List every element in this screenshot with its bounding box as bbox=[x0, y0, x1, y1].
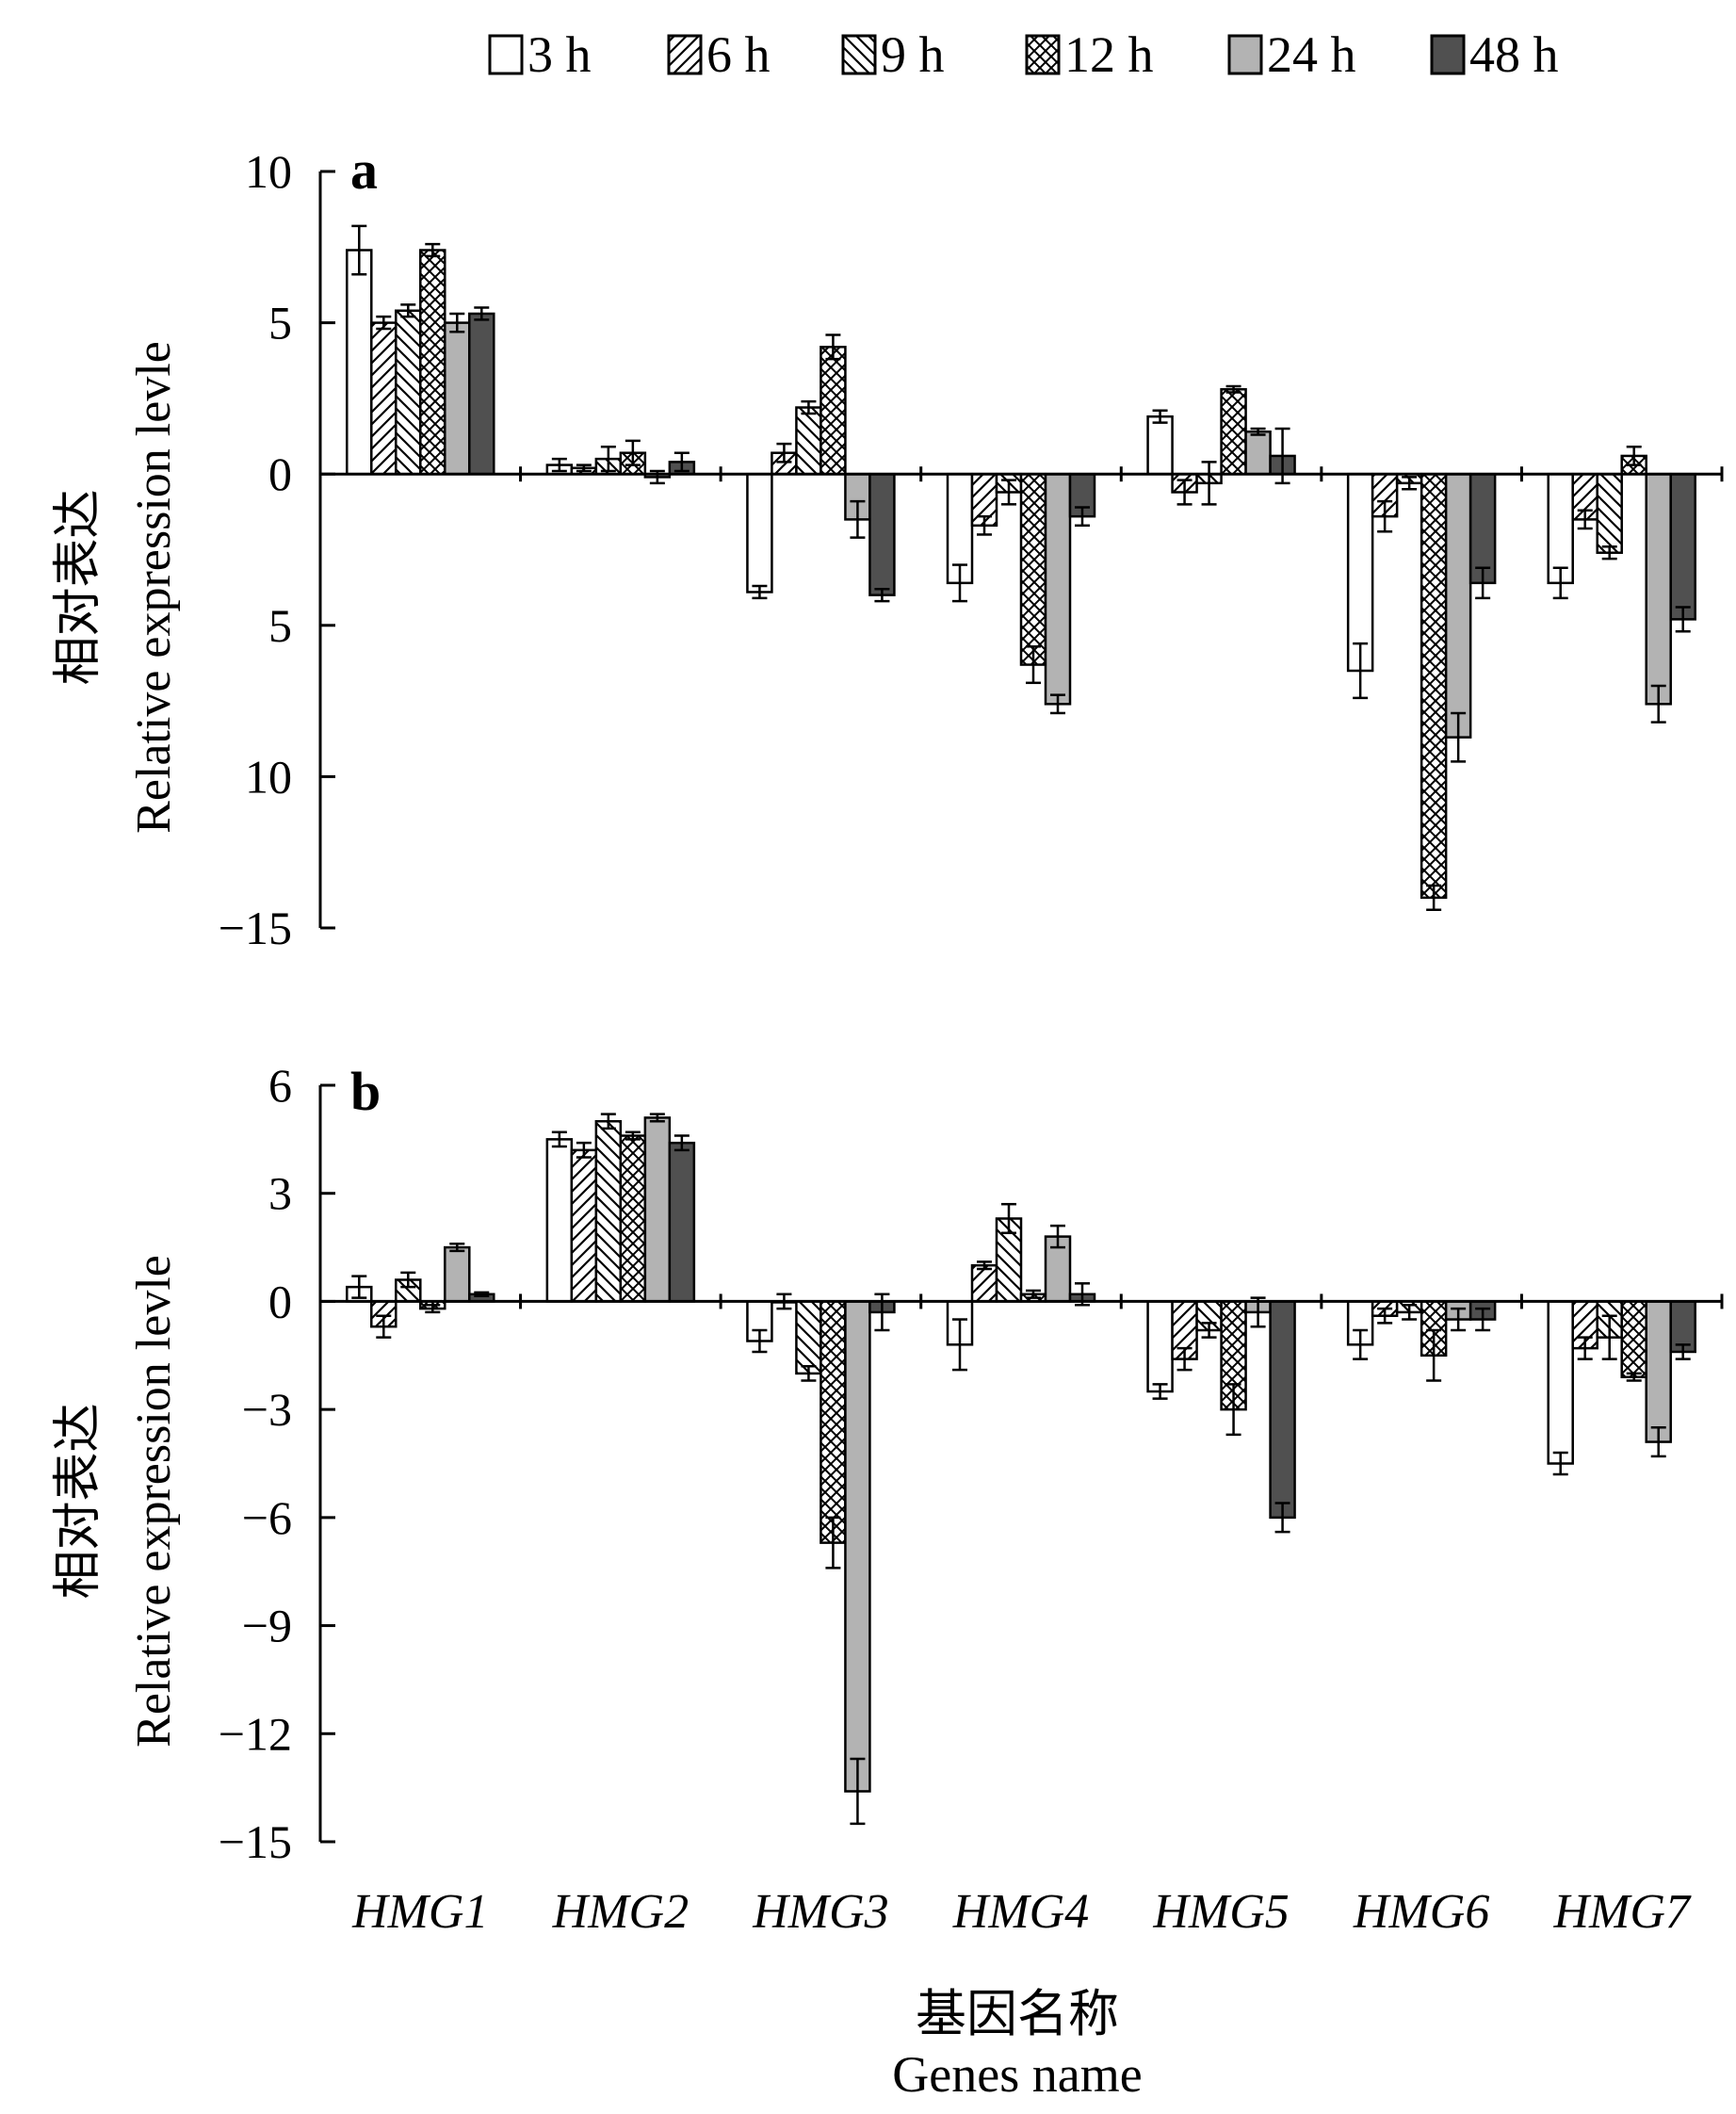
legend-swatch-4 bbox=[1227, 34, 1263, 75]
x-tick-label: HMG6 bbox=[1353, 1885, 1489, 1939]
bar-HMG4-24h bbox=[1044, 472, 1072, 706]
y-tick-label: 5 bbox=[268, 599, 292, 652]
legend: 3 h 6 h 9 h 12 h 24 h 48 h bbox=[488, 26, 1559, 83]
y-axis-label-en: Relative expression levle bbox=[127, 341, 181, 834]
bar-HMG7-3h bbox=[1547, 472, 1574, 585]
x-axis-label-cn: 基因名称 bbox=[916, 1986, 1119, 2042]
y-tick-label: 3 bbox=[268, 1167, 292, 1220]
bar-HMG4-12h bbox=[1019, 472, 1047, 666]
bar-HMG3-24h bbox=[844, 1300, 871, 1793]
bar-HMG2-3h bbox=[545, 1138, 574, 1303]
bar-HMG1-3h bbox=[346, 249, 373, 476]
x-tick-label: HMG5 bbox=[1152, 1885, 1289, 1939]
bar-HMG2-6h bbox=[570, 1148, 598, 1303]
x-axis-label-en: Genes name bbox=[892, 2046, 1142, 2103]
y-tick-label: −12 bbox=[219, 1707, 292, 1760]
panel-b: 6 3 0 −3 −6 −9 −12 −15 b 相对表达 Relative expression … bbox=[52, 1059, 1724, 1939]
bar-HMG3-48h bbox=[868, 472, 896, 596]
bar-HMG1-9h bbox=[395, 309, 422, 476]
legend-swatch-0 bbox=[488, 34, 524, 75]
legend-swatch-1 bbox=[667, 34, 703, 75]
x-tick-label: HMG1 bbox=[351, 1885, 488, 1939]
bar-HMG5-3h bbox=[1146, 415, 1174, 476]
bar-HMG1-24h bbox=[444, 1245, 471, 1303]
bar-HMG6-12h bbox=[1420, 472, 1448, 900]
bar-HMG2-12h bbox=[619, 1134, 647, 1303]
legend-label-5: 48 h bbox=[1469, 26, 1559, 83]
legend-label-0: 3 h bbox=[527, 26, 592, 83]
y-tick-label: −9 bbox=[242, 1600, 292, 1652]
legend-swatch-3 bbox=[1025, 34, 1061, 75]
panel-letter: a bbox=[350, 139, 378, 201]
panel-a: 10 5 0 5 10 −15 a 相对表达 Relative expression levle bbox=[52, 139, 1724, 954]
bar-HMG3-9h bbox=[795, 406, 822, 476]
bar-HMG3-12h bbox=[819, 1300, 847, 1544]
bar-HMG4-6h bbox=[970, 1263, 998, 1303]
y-tick-label: 0 bbox=[268, 447, 292, 500]
y-tick-label: 5 bbox=[268, 297, 292, 350]
legend-swatch-5 bbox=[1430, 34, 1466, 75]
y-tick-label: 0 bbox=[268, 1275, 292, 1327]
y-tick-label: −6 bbox=[242, 1491, 292, 1544]
y-tick-label: −15 bbox=[219, 902, 292, 954]
bar-HMG6-24h bbox=[1444, 472, 1472, 739]
y-tick-label: −3 bbox=[242, 1383, 292, 1436]
bar-HMG7-9h bbox=[1596, 472, 1623, 554]
x-tick-label: HMG7 bbox=[1553, 1885, 1692, 1939]
bar-HMG7-48h bbox=[1669, 472, 1696, 621]
y-tick-label: 10 bbox=[245, 145, 292, 198]
bar-HMG7-12h bbox=[1620, 1300, 1647, 1378]
bar-HMG1-6h bbox=[370, 321, 397, 476]
bar-HMG5-3h bbox=[1146, 1300, 1174, 1393]
bar-HMG7-24h bbox=[1645, 1300, 1672, 1443]
bar-HMG1-48h bbox=[468, 312, 495, 476]
bar-HMG7-3h bbox=[1547, 1300, 1574, 1465]
bar-HMG5-48h bbox=[1269, 1300, 1296, 1520]
bar-HMG7-24h bbox=[1645, 472, 1672, 706]
bar-HMG6-3h bbox=[1346, 472, 1374, 673]
bar-HMG1-12h bbox=[419, 249, 446, 476]
bar-HMG3-9h bbox=[795, 1300, 822, 1375]
bar-HMG5-12h bbox=[1220, 388, 1247, 476]
legend-label-1: 6 h bbox=[706, 26, 771, 83]
y-axis-label-cn: 相对表达 bbox=[52, 489, 105, 685]
x-tick-label: HMG3 bbox=[752, 1885, 888, 1939]
bar-HMG6-48h bbox=[1468, 472, 1497, 585]
y-axis-label-en: Relative expression levle bbox=[127, 1255, 181, 1748]
bar-HMG1-24h bbox=[444, 321, 471, 476]
bar-HMG3-12h bbox=[819, 346, 847, 476]
bar-HMG2-24h bbox=[643, 1116, 672, 1303]
legend-label-2: 9 h bbox=[881, 26, 945, 83]
legend-swatch-2 bbox=[841, 34, 877, 75]
y-tick-label: 10 bbox=[245, 750, 292, 803]
bar-HMG3-3h bbox=[746, 472, 773, 594]
y-tick-label: −15 bbox=[219, 1815, 292, 1868]
x-tick-label: HMG2 bbox=[552, 1885, 689, 1939]
bar-HMG2-9h bbox=[594, 1119, 623, 1303]
panel-letter: b bbox=[350, 1061, 381, 1122]
x-tick-label: HMG4 bbox=[952, 1885, 1089, 1939]
legend-label-4: 24 h bbox=[1267, 26, 1356, 83]
bar-HMG2-48h bbox=[668, 1141, 696, 1303]
y-tick-label: 6 bbox=[268, 1059, 292, 1112]
legend-label-3: 12 h bbox=[1064, 26, 1154, 83]
bar-HMG5-24h bbox=[1244, 430, 1272, 476]
y-axis-label-cn: 相对表达 bbox=[52, 1403, 105, 1599]
